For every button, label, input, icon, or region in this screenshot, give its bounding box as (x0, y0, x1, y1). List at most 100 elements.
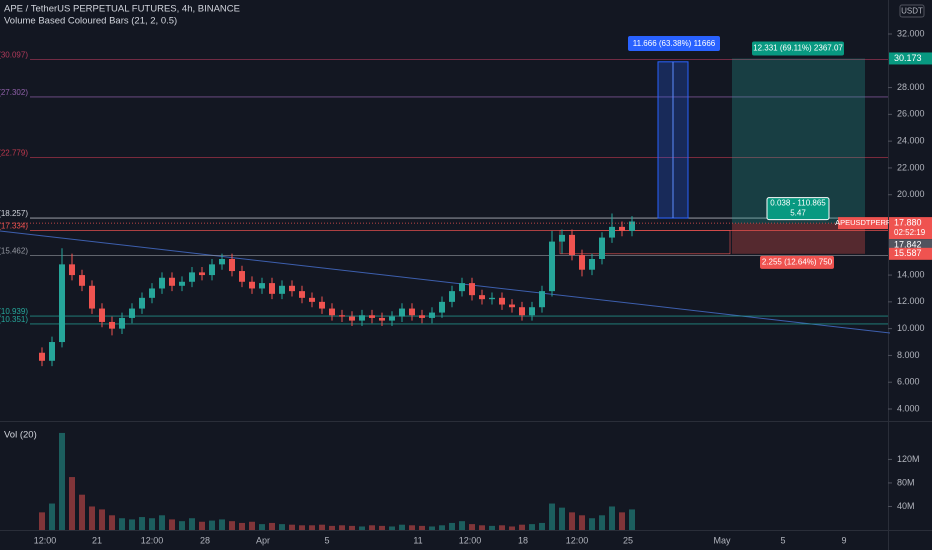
candle-body (149, 288, 155, 298)
candle-body (629, 221, 635, 231)
x-tick-label: 12:00 (141, 535, 164, 545)
candle-body (229, 259, 235, 272)
entry-range (559, 230, 731, 255)
candle-body (479, 295, 485, 300)
candle-body (269, 283, 275, 294)
y-tick-label: 24.000 (897, 136, 925, 146)
volume-bar (409, 525, 415, 530)
y-tick-label: 22.000 (897, 162, 925, 172)
candle-body (199, 272, 205, 276)
candle-body (509, 304, 515, 308)
candle-body (309, 297, 315, 302)
x-tick-label: 12:00 (34, 535, 57, 545)
volume-bar (329, 525, 335, 530)
candle-body (599, 237, 605, 259)
x-tick-label: 5 (780, 535, 785, 545)
x-tick-label: 12:00 (459, 535, 482, 545)
candle-body (89, 285, 95, 309)
y-tick-label: 10.000 (897, 323, 925, 333)
symbol-title: APE / TetherUS PERPETUAL FUTURES, 4h, BI… (4, 4, 240, 15)
currency[interactable]: USDT (901, 7, 923, 16)
volume-bar (389, 526, 395, 530)
entry-label-box (766, 197, 830, 221)
candle-body (59, 264, 65, 343)
volume-bar (279, 524, 285, 530)
indicator-title: Volume Based Coloured Bars (21, 2, 0.5) (4, 16, 177, 27)
volume-bar (559, 507, 565, 530)
volume-bar (539, 522, 545, 530)
x-tick-label: 28 (200, 535, 210, 545)
volume-bar (119, 518, 125, 530)
target-tag: 30.173 (894, 53, 922, 63)
volume-bar (129, 519, 135, 530)
candle-body (79, 275, 85, 286)
target-label: 12.331 (69.11%) 2367.07 (753, 44, 843, 53)
volume-bar (609, 506, 615, 530)
volume-bar (479, 525, 485, 530)
candle-body (329, 308, 335, 316)
volume-bar (579, 515, 585, 530)
candle-body (389, 316, 395, 321)
volume-bar (359, 526, 365, 530)
volume-bar (89, 506, 95, 530)
volume-bar (149, 518, 155, 530)
x-tick-label: 5 (324, 535, 329, 545)
candle-body (69, 264, 75, 276)
candle-body (239, 271, 245, 282)
profit-zone (732, 58, 865, 224)
y-tick-label: 32.000 (897, 28, 925, 38)
volume-bar (299, 525, 305, 530)
volume-bar (439, 525, 445, 530)
volume-bar (289, 524, 295, 530)
entry-tag: 17.842 (894, 239, 922, 249)
candle-body (369, 315, 375, 318)
candle-body (159, 277, 165, 289)
x-tick-label: 9 (841, 535, 846, 545)
fib-label: 3.618(27.302) (0, 88, 28, 97)
volume-bar (449, 522, 455, 530)
y-tick-label: 4.000 (897, 403, 920, 413)
volume-bar (339, 525, 345, 530)
volume-bar (419, 525, 425, 530)
candle-body (359, 315, 365, 321)
stop-label: 2.255 (12.64%) 750 (762, 257, 833, 266)
candle-body (179, 281, 185, 286)
entry-label: 0.038 - 110.865 (770, 199, 826, 208)
candle-body (249, 281, 255, 289)
candle-body (609, 226, 615, 238)
volume-bar (159, 515, 165, 530)
candle-body (289, 285, 295, 292)
x-tick-label: May (713, 535, 731, 545)
candle-body (379, 317, 385, 321)
volume-tick-label: 120M (897, 454, 920, 464)
volume-bar (79, 494, 85, 530)
volume-bar (589, 518, 595, 530)
candle-body (299, 291, 305, 298)
y-tick-label: 26.000 (897, 109, 925, 119)
volume-bar (199, 521, 205, 530)
volume-bar (219, 519, 225, 530)
candle-body (189, 272, 195, 282)
y-tick-label: 28.000 (897, 82, 925, 92)
candle-body (259, 283, 265, 289)
currency-badge[interactable] (899, 4, 925, 18)
y-tick-label: 8.000 (897, 350, 920, 360)
stop-tag-box (889, 247, 932, 260)
candle-body (279, 285, 285, 294)
candle-body (469, 283, 475, 296)
volume-bar (349, 525, 355, 530)
candle-body (549, 241, 555, 292)
candle-body (499, 297, 505, 305)
volume-bar (69, 477, 75, 530)
volume-bar (489, 525, 495, 530)
candle-body (579, 254, 585, 270)
measure-label-box (628, 36, 720, 51)
fib-label: 1.618(18.257) (0, 209, 28, 218)
volume-bar (569, 512, 575, 530)
candle-body (439, 301, 445, 313)
volume-bar (549, 503, 555, 530)
x-tick-label: 25 (623, 535, 633, 545)
volume-bar (259, 524, 265, 530)
volume-bar (209, 520, 215, 530)
